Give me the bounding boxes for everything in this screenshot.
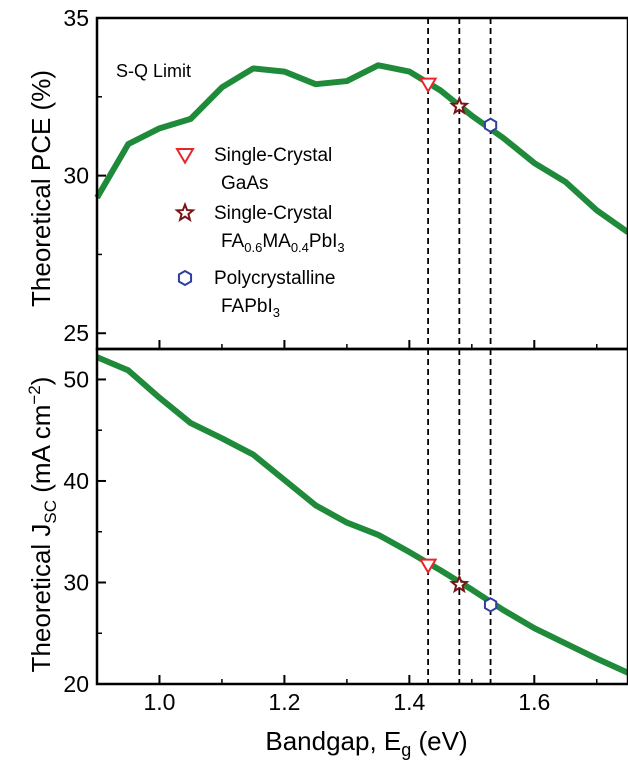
- legend-sublabel: GaAs: [221, 173, 269, 194]
- panel-pce: 25 30 35: [63, 5, 628, 351]
- legend: Single-Crystal GaAs Single-Crystal FA0.6MA0…: [174, 145, 345, 320]
- x-axis-title: Bandgap, Eg (eV): [265, 726, 467, 760]
- y-tick-label: 20: [63, 671, 89, 697]
- data-marker-star: [449, 573, 470, 594]
- series-line: [95, 354, 628, 676]
- panel-jsc: 20 30 40 50: [63, 347, 628, 697]
- data-marker-hexagon: [483, 117, 498, 133]
- legend-marker-hexagon: [177, 269, 193, 287]
- legend-label: Single-Crystal: [214, 145, 332, 166]
- y-tick-label: 35: [63, 5, 89, 31]
- x-tick-label: 1.2: [268, 689, 300, 715]
- x-tick-label: 1.4: [393, 689, 425, 715]
- y-axis-title-jsc: Theoretical JSC (mA cm−2): [25, 377, 60, 673]
- data-marker-star: [449, 95, 470, 115]
- y-tick-label: 50: [63, 366, 89, 392]
- legend-sublabel: FA0.6MA0.4PbI3: [221, 231, 345, 255]
- legend-label: Single-Crystal: [214, 203, 332, 224]
- x-tick-label: 1.6: [518, 689, 550, 715]
- y-tick-label: 25: [63, 320, 89, 346]
- y-tick-label: 30: [63, 163, 89, 189]
- y-axis-title-pce: Theoretical PCE (%): [26, 70, 56, 307]
- y-tick-label: 30: [63, 569, 89, 595]
- legend-marker-triangle-down: [175, 148, 195, 165]
- x-tick-label: 1.0: [143, 689, 175, 715]
- y-tick-label: 40: [63, 468, 89, 494]
- legend-marker-star: [174, 201, 196, 223]
- data-marker-triangle-down: [418, 558, 438, 575]
- annotation-sq-limit: S-Q Limit: [116, 61, 191, 81]
- legend-sublabel: FAPbI3: [221, 296, 280, 320]
- data-marker-hexagon: [483, 597, 498, 613]
- data-marker-triangle-down: [418, 77, 438, 94]
- panel-frame: [95, 347, 628, 686]
- legend-label: Polycrystalline: [214, 268, 335, 289]
- series-line: [94, 62, 628, 235]
